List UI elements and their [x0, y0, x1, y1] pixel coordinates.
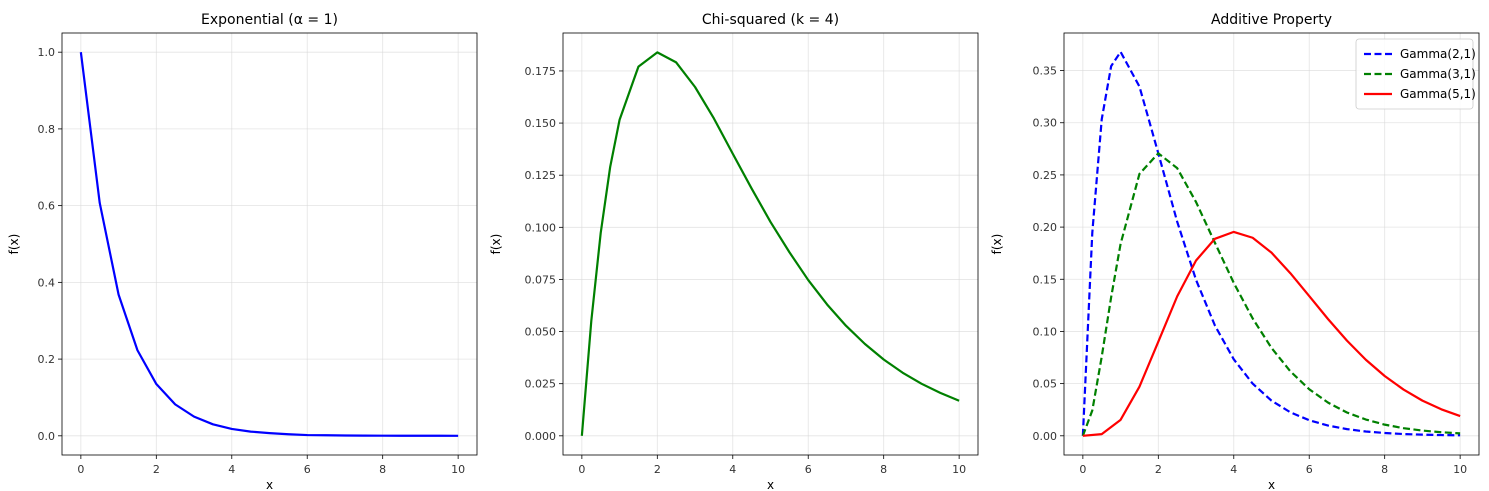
- axes-frame: [61, 32, 478, 456]
- axes-frame: [562, 32, 979, 456]
- series-line-2: [1081, 152, 1461, 437]
- x-tick-label: 6: [304, 463, 311, 476]
- series-line-3: [1082, 230, 1461, 437]
- legend-entry: Gamma(3,1): [1400, 67, 1476, 81]
- x-tick-label: 10: [952, 463, 966, 476]
- x-tick-label: 4: [1230, 463, 1237, 476]
- x-tick-label: 0: [77, 463, 84, 476]
- y-tick-label: 0.150: [525, 117, 557, 130]
- y-tick-label: 0.15: [1033, 273, 1058, 286]
- y-tick-label: 0.025: [525, 378, 557, 391]
- y-tick-label: 0.100: [525, 221, 557, 234]
- chart-title: Additive Property: [1211, 12, 1332, 28]
- series-line-1: [580, 51, 960, 436]
- x-tick-label: 0: [1079, 463, 1086, 476]
- legend-entry: Gamma(2,1): [1400, 47, 1476, 61]
- y-tick-label: 0.35: [1033, 65, 1058, 78]
- y-tick-label: 0.175: [525, 65, 557, 78]
- y-tick-label: 0.25: [1033, 169, 1058, 182]
- x-tick-label: 10: [451, 463, 465, 476]
- x-tick-label: 0: [578, 463, 585, 476]
- x-axis-label: x: [266, 478, 273, 491]
- y-axis-label: f(x): [7, 234, 21, 255]
- y-tick-label: 0.4: [38, 276, 56, 289]
- y-tick-label: 0.000: [525, 430, 557, 443]
- axes-frame: [1063, 32, 1480, 456]
- legend: Gamma(2,1) Gamma(3,1) Gamma(5,1): [1355, 38, 1476, 110]
- chart-panel-2: 0 2 4 6 8 10 0.000 0.025 0.050 0.075 0.100 0.125 0.1…: [489, 12, 979, 491]
- y-tick-label: 0.8: [38, 123, 56, 136]
- chart-title: Exponential (α = 1): [201, 12, 338, 28]
- x-tick-label: 4: [729, 463, 736, 476]
- y-tick-label: 0.075: [525, 273, 557, 286]
- y-tick-label: 0.6: [38, 200, 56, 213]
- series-line-1: [1081, 50, 1461, 437]
- x-axis-label: x: [1268, 478, 1275, 491]
- y-tick-label: 1.0: [38, 46, 56, 59]
- x-tick-label: 2: [1155, 463, 1162, 476]
- series-line-1: [79, 52, 459, 437]
- x-tick-label: 8: [880, 463, 887, 476]
- x-tick-label: 6: [1306, 463, 1313, 476]
- y-tick-label: 0.10: [1033, 325, 1058, 338]
- legend-box: [1355, 38, 1474, 110]
- legend-entry: Gamma(5,1): [1400, 87, 1476, 101]
- y-axis-label: f(x): [990, 234, 1004, 255]
- x-tick-label: 4: [228, 463, 235, 476]
- x-tick-label: 6: [805, 463, 812, 476]
- y-tick-label: 0.05: [1033, 378, 1058, 391]
- y-tick-label: 0.20: [1033, 221, 1058, 234]
- chart-panel-1: 0 2 4 6 8 10 0.0 0.2 0.4 0.6 0.8 1.0 Exponential (α …: [7, 12, 478, 491]
- x-axis-label: x: [767, 478, 774, 491]
- x-tick-label: 8: [379, 463, 386, 476]
- x-tick-label: 10: [1453, 463, 1467, 476]
- x-tick-label: 8: [1381, 463, 1388, 476]
- y-tick-label: 0.0: [38, 430, 56, 443]
- y-tick-label: 0.125: [525, 169, 557, 182]
- x-tick-label: 2: [153, 463, 160, 476]
- chart-title: Chi-squared (k = 4): [702, 12, 839, 28]
- x-tick-label: 2: [654, 463, 661, 476]
- y-tick-label: 0.00: [1033, 430, 1058, 443]
- y-tick-label: 0.2: [38, 353, 56, 366]
- chart-panel-3: 0 2 4 6 8 10 0.00 0.05 0.10 0.15 0.20 0.25 0.30 0.35 A…: [990, 12, 1480, 491]
- y-tick-label: 0.050: [525, 326, 557, 339]
- y-tick-label: 0.30: [1033, 117, 1058, 130]
- y-axis-label: f(x): [489, 234, 503, 255]
